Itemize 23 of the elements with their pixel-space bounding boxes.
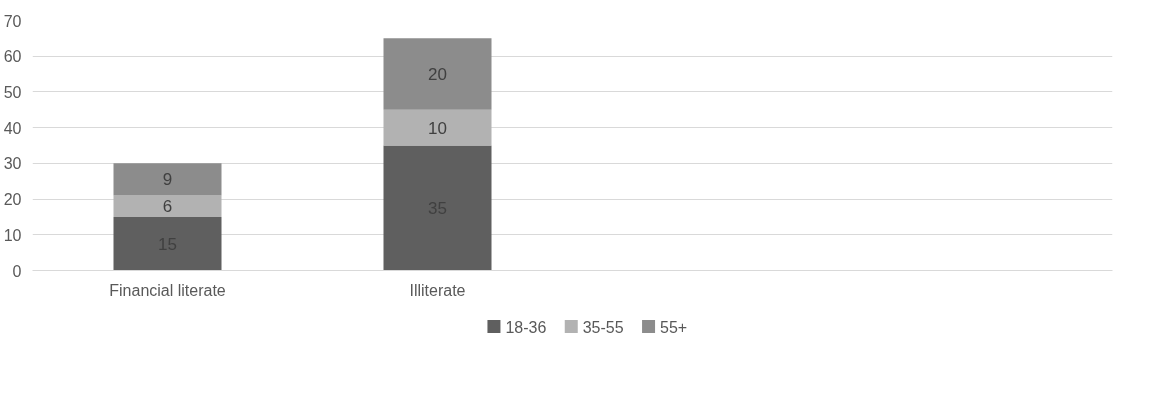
data-label: 10 [428, 118, 447, 138]
x-tick-label: Financial literate [109, 281, 226, 299]
y-tick-label: 0 [12, 262, 22, 280]
y-tick-label: 20 [3, 191, 22, 209]
y-tick-label: 50 [3, 83, 22, 101]
bar [113, 163, 222, 196]
bar [113, 195, 222, 217]
legend-label: 35-55 [582, 318, 624, 336]
legend-label: 55+ [660, 318, 688, 336]
y-tick-label: 40 [3, 119, 22, 137]
bar [383, 109, 492, 146]
bar [383, 145, 492, 271]
data-label: 20 [428, 65, 447, 85]
x-tick-label: Illiterate [409, 281, 466, 299]
bar [383, 38, 492, 110]
data-label: 6 [162, 197, 173, 217]
legend-label: 18-36 [505, 318, 547, 336]
bar [113, 216, 222, 271]
y-tick-label: 30 [3, 155, 22, 173]
y-tick-label: 70 [3, 12, 22, 30]
data-label: 9 [162, 170, 173, 190]
y-tick-label: 10 [3, 226, 22, 244]
y-tick-label: 60 [3, 48, 22, 66]
